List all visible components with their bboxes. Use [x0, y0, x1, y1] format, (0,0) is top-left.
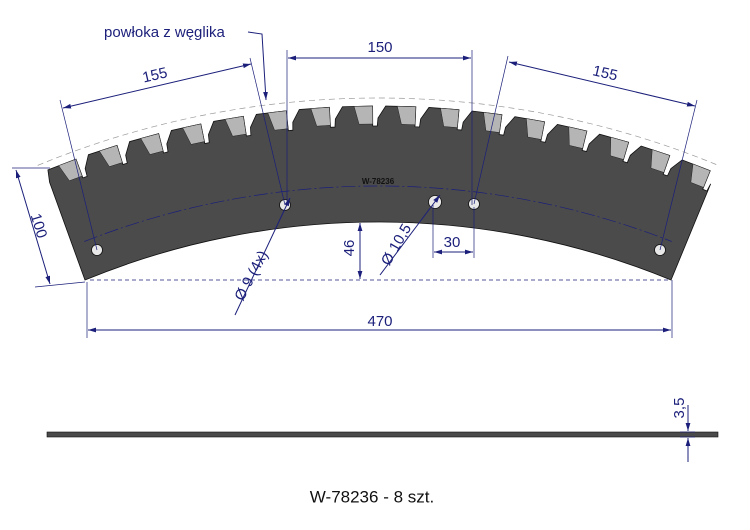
caption: W-78236 - 8 szt. [310, 487, 434, 506]
carbide-tip [650, 149, 671, 173]
dim-thickness: 3,5 [671, 398, 688, 419]
dim-100: 100 [27, 211, 51, 240]
dim-hole-large: Ø 10,5 [378, 221, 415, 268]
carbide-tip [396, 105, 417, 126]
dim-155-left: 155 [141, 64, 169, 86]
carbide-tip [267, 110, 289, 131]
carbide-tip [58, 158, 83, 182]
leader [379, 194, 441, 276]
carbide-tip [610, 136, 629, 160]
leader [247, 31, 268, 101]
dim-line [62, 63, 252, 109]
center-arc [84, 185, 672, 242]
dim-line [15, 169, 51, 285]
dim-30: 30 [444, 234, 461, 251]
carbide-tip [440, 107, 460, 128]
dim-46: 46 [341, 240, 358, 257]
dim-150: 150 [367, 39, 392, 56]
leader [234, 197, 291, 316]
outline-arc [37, 97, 719, 166]
dimensions: 470 150 155 155 100 46 30 Ø 10,5 Ø 9 (4x… [12, 24, 719, 462]
carbide-tip [526, 118, 545, 140]
carbide-tip [140, 133, 164, 155]
dim-line [508, 61, 696, 107]
carbide-tip [690, 163, 711, 188]
carbide-tip [224, 116, 247, 137]
carbide-tip [182, 123, 205, 145]
carbide-tip [98, 145, 123, 167]
carbide-tip [353, 105, 373, 125]
carbide-tip [568, 126, 588, 149]
part-marking: W-78236 [362, 177, 395, 186]
carbide-tip [310, 107, 331, 127]
side-view [46, 431, 719, 438]
coating-label: powłoka z węglika [104, 24, 226, 41]
dim-hole-small: Ø 9 (4x) [231, 248, 271, 304]
blade-body [47, 105, 712, 281]
dim-155-right: 155 [591, 62, 619, 84]
dim-470: 470 [367, 313, 392, 330]
blade: W-78236 [37, 97, 719, 281]
